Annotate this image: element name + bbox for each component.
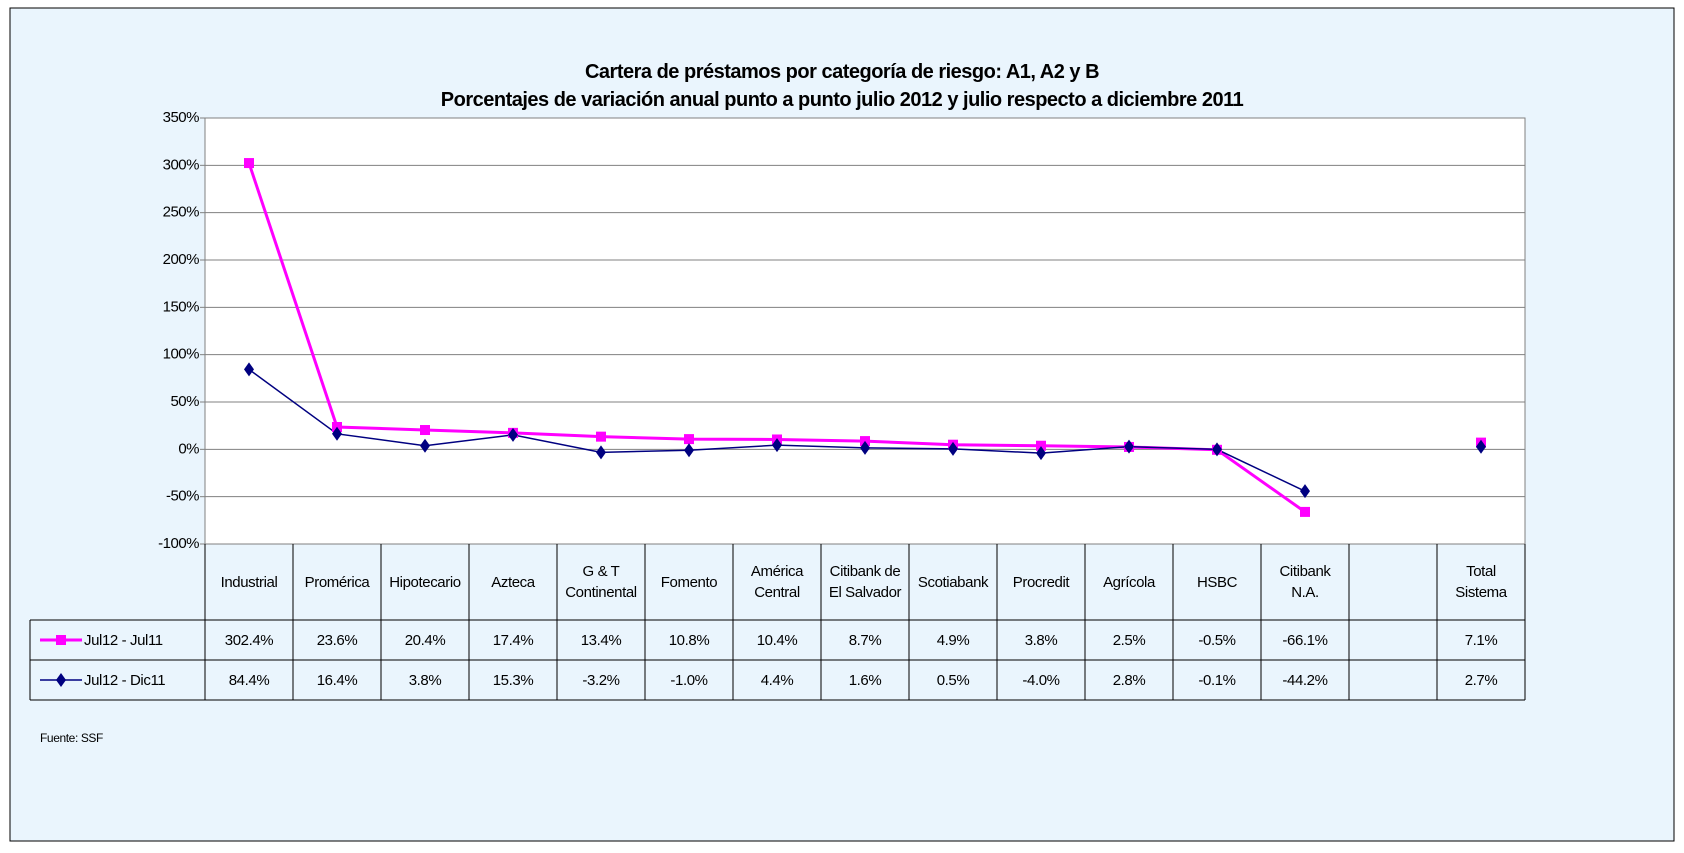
category-label: G & T Continental [565, 563, 637, 601]
marker [772, 438, 782, 453]
legend-label: Jul12 - Jul11 [84, 631, 163, 649]
table-value: 2.7% [1464, 671, 1498, 689]
category-label: América Central [750, 563, 804, 601]
table-value: 7.1% [1464, 631, 1498, 649]
marker [860, 440, 870, 455]
table-value: -0.1% [1198, 671, 1236, 689]
category-label: Fomento [660, 573, 718, 591]
y-tick-label: 50% [170, 393, 199, 410]
marker [1476, 439, 1486, 454]
marker [332, 426, 342, 441]
table-value: 2.5% [1112, 631, 1146, 649]
table-value: 302.4% [224, 631, 274, 649]
marker [1124, 439, 1134, 454]
marker [420, 438, 430, 453]
y-tick-label: 300% [163, 156, 200, 173]
plot-area [204, 117, 1526, 545]
table-value: 1.6% [848, 671, 882, 689]
marker [684, 434, 694, 445]
category-label: Azteca [491, 573, 535, 591]
marker [684, 443, 694, 458]
marker [508, 427, 518, 442]
table-value: -66.1% [1282, 631, 1328, 649]
category-label: Scotiabank [917, 573, 989, 591]
y-tick-label: -100% [158, 535, 199, 552]
table-value: 20.4% [404, 631, 446, 649]
category-label: Hipotecario [389, 573, 461, 591]
table-value: 3.8% [1024, 631, 1058, 649]
marker [1036, 440, 1046, 451]
table-value: -3.2% [582, 671, 620, 689]
table-value: 10.4% [756, 631, 798, 649]
marker [596, 431, 606, 442]
table-value: 16.4% [316, 671, 358, 689]
table-value: 17.4% [492, 631, 534, 649]
marker [948, 441, 958, 456]
source-note: Fuente: SSF [40, 730, 103, 745]
category-label: Industrial [220, 573, 278, 591]
category-label: Agrícola [1103, 573, 1155, 591]
category-label: Promérica [304, 573, 370, 591]
table-value: 84.4% [228, 671, 270, 689]
marker [420, 425, 430, 436]
marker [1300, 506, 1310, 517]
chart-title: Cartera de préstamos por categoría de ri… [584, 61, 1100, 83]
category-label: Total Sistema [1455, 563, 1507, 601]
marker [1212, 442, 1222, 457]
category-label: Citibank de El Salvador [828, 563, 902, 601]
y-tick-label: 0% [178, 440, 199, 457]
y-tick-label: -50% [166, 488, 199, 505]
y-tick-label: 150% [163, 298, 200, 315]
y-tick-label: 200% [163, 251, 200, 268]
table-value: 15.3% [492, 671, 534, 689]
table-value: 3.8% [408, 671, 442, 689]
table-value: 10.8% [668, 631, 710, 649]
y-tick-label: 250% [163, 204, 200, 221]
table-value: -1.0% [670, 671, 708, 689]
table-value: 8.7% [848, 631, 882, 649]
category-label: HSBC [1196, 573, 1238, 591]
y-tick-label: 350% [163, 109, 200, 126]
table-value: 0.5% [936, 671, 970, 689]
category-label: Citibank N.A. [1279, 563, 1331, 601]
table-value: 4.9% [936, 631, 970, 649]
marker [1036, 446, 1046, 461]
marker [244, 362, 254, 377]
table-value: 23.6% [316, 631, 358, 649]
table-value: -4.0% [1022, 671, 1060, 689]
marker [56, 673, 66, 687]
marker [596, 445, 606, 460]
marker [1300, 484, 1310, 499]
marker [244, 158, 254, 169]
table-value: 4.4% [760, 671, 794, 689]
chart-subtitle: Porcentajes de variación anual punto a p… [440, 89, 1244, 111]
table-value: -0.5% [1198, 631, 1236, 649]
y-tick-label: 100% [163, 346, 200, 363]
table-value: -44.2% [1282, 671, 1328, 689]
table-value: 13.4% [580, 631, 622, 649]
legend-label: Jul12 - Dic11 [84, 671, 166, 689]
marker [56, 635, 66, 645]
table-value: 2.8% [1112, 671, 1146, 689]
category-label: Procredit [1012, 573, 1070, 591]
